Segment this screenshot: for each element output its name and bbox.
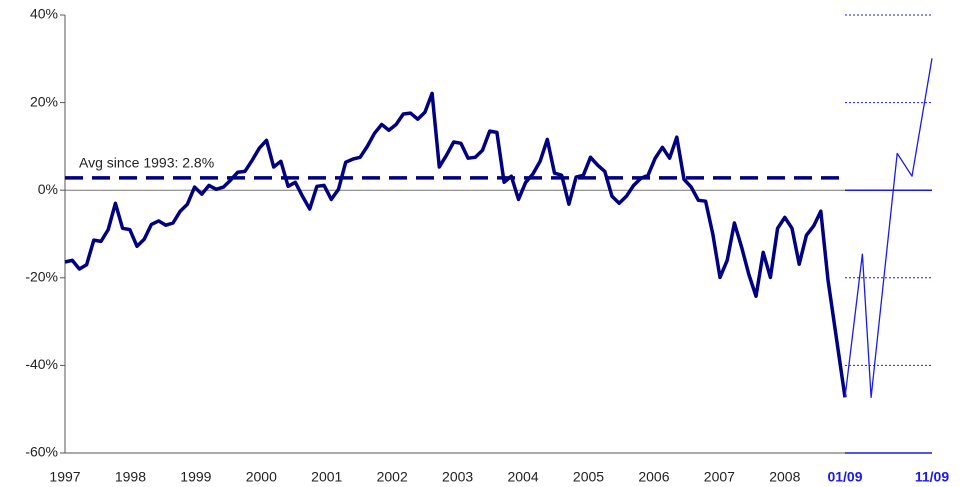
x-tick-label: 1997 bbox=[49, 469, 80, 485]
data-line bbox=[64, 91, 847, 398]
x-tick-label: 2007 bbox=[704, 469, 735, 485]
data-line bbox=[844, 58, 933, 399]
x-tick-label: 1998 bbox=[115, 469, 146, 485]
x-tick-label: 2005 bbox=[573, 469, 604, 485]
x-tick-label: 2008 bbox=[769, 469, 800, 485]
x-tick-label: 2003 bbox=[442, 469, 473, 485]
y-tick-label: -60% bbox=[25, 444, 58, 460]
x-tick-label: 01/09 bbox=[827, 469, 862, 485]
x-tick-label: 2006 bbox=[638, 469, 669, 485]
average-label: Avg since 1993: 2.8% bbox=[79, 155, 214, 171]
y-tick-label: -20% bbox=[25, 269, 58, 285]
y-tick-label: 20% bbox=[30, 93, 58, 109]
x-tick-label: 2002 bbox=[377, 469, 408, 485]
y-tick-label: -40% bbox=[25, 356, 58, 372]
y-tick-label: 0% bbox=[38, 181, 58, 197]
x-tick-label: 1999 bbox=[180, 469, 211, 485]
x-tick-label: 2001 bbox=[311, 469, 342, 485]
x-tick-label: 2004 bbox=[507, 469, 538, 485]
y-tick-label: 40% bbox=[30, 6, 58, 22]
x-tick-label: 11/09 bbox=[915, 469, 949, 485]
x-tick-label: 2000 bbox=[246, 469, 277, 485]
